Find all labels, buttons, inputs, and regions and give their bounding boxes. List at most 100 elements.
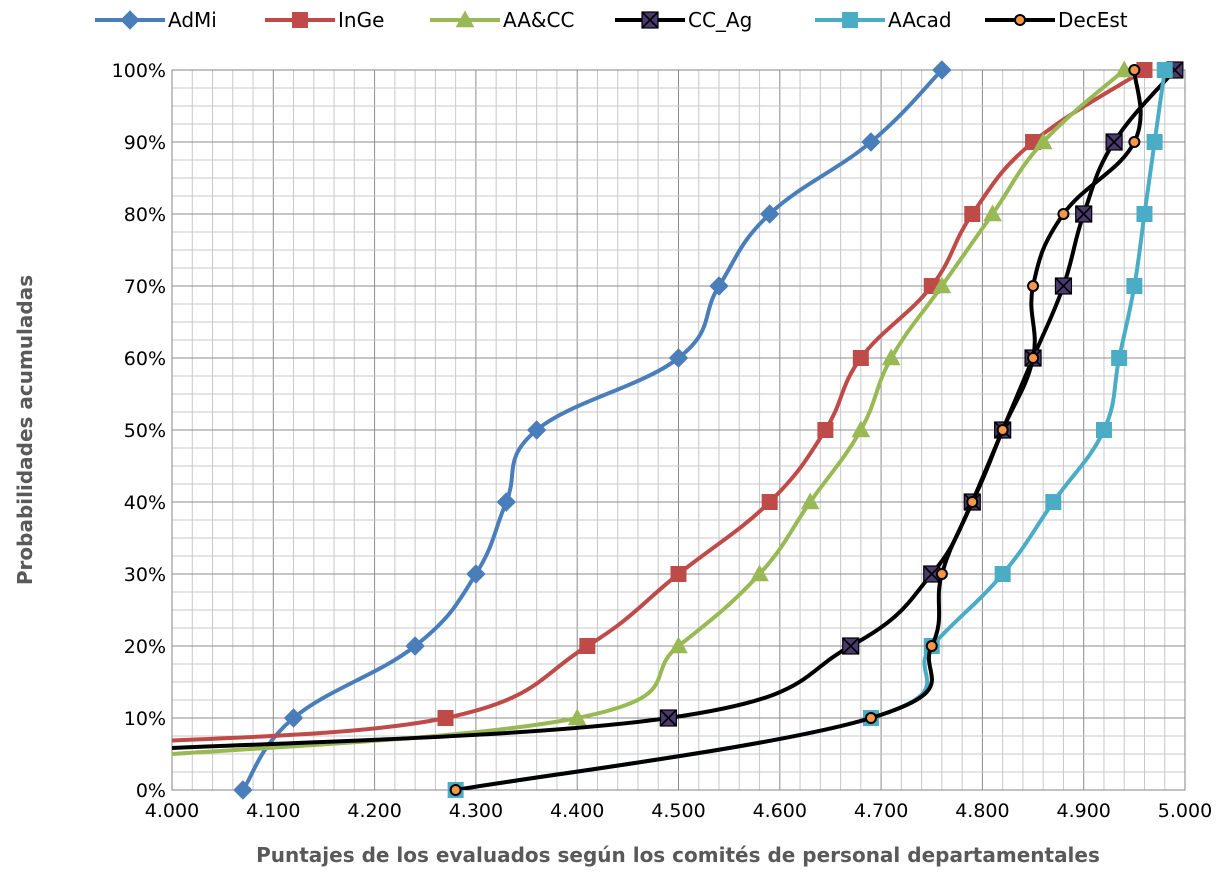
series-point (851, 420, 871, 438)
x-tick-label: 4.700 (854, 800, 908, 822)
series-point (1075, 205, 1093, 223)
y-axis-title: Probabilidades acumuladas (13, 275, 37, 585)
y-tick-label: 70% (124, 276, 166, 298)
series-point (449, 784, 462, 796)
series-point (750, 564, 769, 582)
y-tick-label: 60% (124, 348, 166, 370)
legend-label: AAcad (888, 8, 952, 32)
series-point (659, 709, 677, 727)
x-square-marker-line (1054, 277, 1073, 295)
series-point (1033, 132, 1053, 150)
x-tick-label: 5.000 (1158, 800, 1212, 822)
series-point (964, 206, 981, 222)
series-point (1146, 134, 1163, 150)
series-point (1027, 352, 1040, 364)
y-tick-label: 30% (124, 564, 166, 586)
series-point (1054, 277, 1073, 295)
series-point (405, 636, 425, 656)
series-point (1128, 64, 1141, 76)
tick-labels: 4.000 4.100 4.200 4.300 4.400 4.500 4.600 4.700… (112, 60, 1213, 822)
legend-label: AA&CC (503, 8, 574, 32)
series-point (852, 350, 869, 366)
series-point (670, 566, 687, 582)
series-point (1105, 133, 1123, 151)
legend-item-cc-ag: CC_Ag (615, 8, 752, 32)
series-point (1014, 14, 1026, 26)
series-point (579, 638, 596, 654)
series-point (925, 640, 938, 652)
series-point (800, 492, 820, 510)
series-point (466, 564, 486, 584)
series-point (1136, 206, 1153, 222)
series-point (641, 11, 659, 29)
y-tick-label: 20% (124, 636, 166, 658)
x-square-marker-line (923, 565, 941, 583)
x-tick-label: 4.400 (550, 800, 604, 822)
series-line (172, 70, 1177, 750)
legend-item-inge: InGe (265, 8, 384, 32)
plot-area-border (171, 69, 1186, 791)
legend-label: AdMi (168, 8, 217, 32)
series-point (1095, 422, 1112, 438)
x-square-marker-line (842, 637, 860, 655)
series-point (1156, 62, 1173, 78)
x-tick-label: 4.800 (955, 800, 1009, 822)
series-point (669, 636, 688, 654)
y-tick-label: 40% (124, 492, 166, 514)
legend-item-admi: AdMi (95, 8, 217, 32)
legend-item-aacad: AAcad (815, 8, 952, 32)
legend-item-decest: DecEst (985, 8, 1128, 32)
x-square-marker-line (659, 709, 677, 727)
series-layer (172, 60, 1184, 800)
series-point (526, 420, 547, 440)
series-point (567, 708, 587, 726)
series-point (817, 422, 834, 438)
series-line (172, 70, 1146, 743)
series-point (292, 12, 308, 28)
series-point (668, 348, 689, 368)
x-square-marker-line (641, 11, 659, 29)
y-tick-label: 0% (136, 780, 166, 802)
x-tick-label: 4.000 (145, 800, 199, 822)
series-point (932, 60, 952, 80)
x-tick-label: 4.900 (1056, 800, 1110, 822)
x-tick-label: 4.200 (347, 800, 401, 822)
grid (172, 70, 1185, 790)
legend-label: DecEst (1058, 8, 1128, 32)
y-tick-label: 90% (124, 132, 166, 154)
series-point (496, 492, 516, 512)
series-line (241, 70, 944, 790)
series-point (935, 568, 948, 580)
series-point (1126, 278, 1143, 294)
x-tick-label: 4.300 (449, 800, 503, 822)
series-point (842, 637, 860, 655)
legend-item-aa-cc: AA&CC (430, 8, 574, 32)
x-square-marker-line (1105, 133, 1123, 151)
series-point (455, 10, 475, 28)
x-tick-label: 4.500 (651, 800, 705, 822)
series-point (932, 276, 952, 294)
x-axis-title: Puntajes de los evaluados según los comi… (256, 843, 1100, 867)
series-point (861, 132, 881, 152)
series-line (172, 70, 1126, 756)
series-decest (449, 64, 1143, 796)
series-inge (172, 62, 1153, 743)
series-point (709, 276, 729, 296)
series-admi (233, 60, 952, 800)
series-point (761, 494, 778, 510)
y-tick-label: 10% (124, 708, 166, 730)
series-point (437, 710, 454, 726)
x-tick-label: 4.600 (753, 800, 807, 822)
series-point (1045, 494, 1062, 510)
series-point (1111, 350, 1128, 366)
series-point (233, 780, 253, 800)
series-point (1128, 136, 1141, 148)
y-tick-label: 80% (124, 204, 166, 226)
series-point (923, 565, 941, 583)
x-square-marker-line (1075, 205, 1093, 223)
y-tick-label: 50% (124, 420, 166, 442)
series-point (759, 204, 780, 224)
series-point (1057, 208, 1070, 220)
series-point (283, 708, 304, 728)
